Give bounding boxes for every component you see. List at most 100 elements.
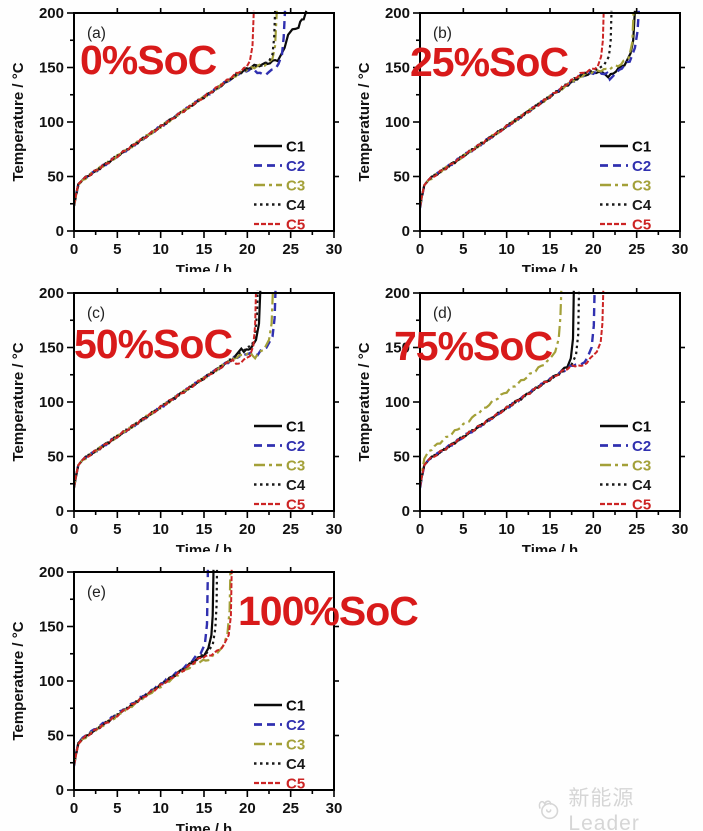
soc-label-d: 75%SoC: [394, 323, 553, 369]
panel-letter: (b): [433, 25, 452, 42]
svg-text:5: 5: [459, 521, 467, 538]
svg-text:5: 5: [113, 521, 121, 538]
panel-b: 0 5 10 15 20 25 30 0 50 100 150 200 Time / h Temperat…: [354, 0, 699, 279]
legend-label-C1: C1: [632, 419, 651, 436]
svg-text:150: 150: [385, 340, 410, 357]
svg-text:200: 200: [39, 5, 64, 22]
axis-tick-labels: 0 5 10 15 20 25 30 0 50 100 150 200: [39, 5, 342, 258]
svg-text:20: 20: [239, 241, 256, 258]
panel-b-plot: 0 5 10 15 20 25 30 0 50 100 150 200 Time / h Temperat…: [354, 0, 699, 279]
legend-label-C5: C5: [632, 217, 651, 234]
axis-tick-labels: 0 5 10 15 20 25 30 0 50 100 150 200: [385, 285, 688, 538]
series-C4-line: [420, 290, 581, 488]
legend: C1 C2 C3 C4 C5: [254, 139, 306, 234]
plot-frame: [419, 292, 681, 512]
x-axis-title: Time / h: [176, 542, 232, 552]
panel-a-plot: 0 5 10 15 20 25 30 0 50 100 150 200 Time / h Temperat…: [8, 0, 353, 279]
svg-text:10: 10: [152, 241, 169, 258]
svg-text:50: 50: [47, 169, 64, 186]
series-C4-line: [74, 290, 259, 488]
axis-tick-labels: 0 5 10 15 20 25 30 0 50 100 150 200: [39, 285, 342, 538]
soc-label-a: 0%SoC: [80, 37, 217, 83]
series-C4-line: [74, 569, 219, 766]
series-C3-line: [420, 290, 563, 487]
panel-e: 0 5 10 15 20 25 30 0 50 100 150 200 Time / h Temperat…: [8, 559, 419, 831]
y-axis-title: Temperature / °C: [10, 342, 27, 461]
soc-label-b: 25%SoC: [410, 39, 569, 85]
svg-text:20: 20: [585, 241, 602, 258]
legend-label-C2: C2: [286, 438, 305, 455]
series-C5-line: [420, 290, 605, 488]
svg-text:0: 0: [70, 521, 78, 538]
legend: C1 C2 C3 C4 C5: [600, 419, 652, 514]
legend-label-C3: C3: [286, 178, 305, 195]
panel-c: 0 5 10 15 20 25 30 0 50 100 150 200 Time / h Temperat…: [8, 280, 353, 559]
svg-text:10: 10: [152, 521, 169, 538]
panel-d: 0 5 10 15 20 25 30 0 50 100 150 200 Time / h Temperat…: [354, 280, 699, 559]
svg-text:15: 15: [196, 241, 213, 258]
watermark: 新能源Leader: [534, 782, 703, 831]
svg-text:30: 30: [326, 521, 343, 538]
svg-text:150: 150: [39, 340, 64, 357]
panel-a: 0 5 10 15 20 25 30 0 50 100 150 200 Time / h Temperat…: [8, 0, 353, 279]
svg-text:15: 15: [542, 521, 559, 538]
svg-text:10: 10: [498, 521, 515, 538]
x-axis-title: Time / h: [522, 542, 578, 552]
plot-frame: [419, 12, 681, 232]
series-C5-line: [74, 569, 233, 766]
y-axis-title: Temperature / °C: [10, 621, 27, 740]
panel-letter: (c): [87, 305, 105, 322]
axis-tick-labels: 0 5 10 15 20 25 30 0 50 100 150 200: [39, 564, 342, 817]
legend-label-C3: C3: [286, 737, 305, 754]
svg-text:0: 0: [402, 223, 410, 240]
plot-frame: [73, 292, 335, 512]
panel-e-plot: 0 5 10 15 20 25 30 0 50 100 150 200 Time / h Temperat…: [8, 559, 353, 831]
svg-text:0: 0: [70, 241, 78, 258]
chart-d: 0 5 10 15 20 25 30 0 50 100 150 200 Time / h Temperat…: [356, 285, 688, 559]
svg-text:15: 15: [196, 800, 213, 817]
legend-label-C4: C4: [286, 756, 306, 773]
svg-text:25: 25: [628, 521, 645, 538]
svg-text:0: 0: [56, 782, 64, 799]
panel-letter: (e): [87, 584, 106, 601]
svg-text:200: 200: [385, 285, 410, 302]
legend-label-C3: C3: [632, 178, 651, 195]
chart-c: 0 5 10 15 20 25 30 0 50 100 150 200 Time / h Temperat…: [10, 285, 342, 559]
svg-text:5: 5: [113, 800, 121, 817]
legend: C1 C2 C3 C4 C5: [254, 698, 306, 793]
svg-text:150: 150: [385, 60, 410, 77]
legend: C1 C2 C3 C4 C5: [254, 419, 306, 514]
svg-text:15: 15: [196, 521, 213, 538]
x-axis-title: Time / h: [176, 262, 232, 272]
panel-letter: (d): [433, 305, 452, 322]
svg-text:50: 50: [47, 449, 64, 466]
y-axis-title: Temperature / °C: [356, 342, 373, 461]
svg-text:20: 20: [585, 521, 602, 538]
svg-text:20: 20: [239, 521, 256, 538]
svg-text:10: 10: [498, 241, 515, 258]
svg-text:0: 0: [56, 503, 64, 520]
x-axis-title: Time / h: [522, 262, 578, 272]
plot-frame: [73, 12, 335, 232]
svg-text:25: 25: [282, 800, 299, 817]
series-C5-line: [74, 10, 255, 205]
mascot-logo-icon: [538, 800, 559, 820]
svg-text:30: 30: [672, 521, 689, 538]
legend-label-C4: C4: [286, 197, 306, 214]
soc-label-e: 100%SoC: [238, 588, 419, 634]
svg-text:200: 200: [39, 285, 64, 302]
series-C5-line: [74, 290, 257, 488]
svg-text:20: 20: [239, 800, 256, 817]
svg-text:0: 0: [416, 521, 424, 538]
legend: C1 C2 C3 C4 C5: [600, 139, 652, 234]
svg-text:100: 100: [39, 114, 64, 131]
soc-label-c: 50%SoC: [74, 321, 233, 367]
svg-text:25: 25: [282, 521, 299, 538]
y-axis-title: Temperature / °C: [356, 62, 373, 181]
plot-frame: [73, 571, 335, 791]
svg-text:150: 150: [39, 60, 64, 77]
panel-c-plot: 0 5 10 15 20 25 30 0 50 100 150 200 Time / h Temperat…: [8, 280, 353, 559]
svg-text:30: 30: [326, 241, 343, 258]
series-C5-line: [420, 10, 605, 208]
legend-label-C1: C1: [286, 139, 305, 156]
